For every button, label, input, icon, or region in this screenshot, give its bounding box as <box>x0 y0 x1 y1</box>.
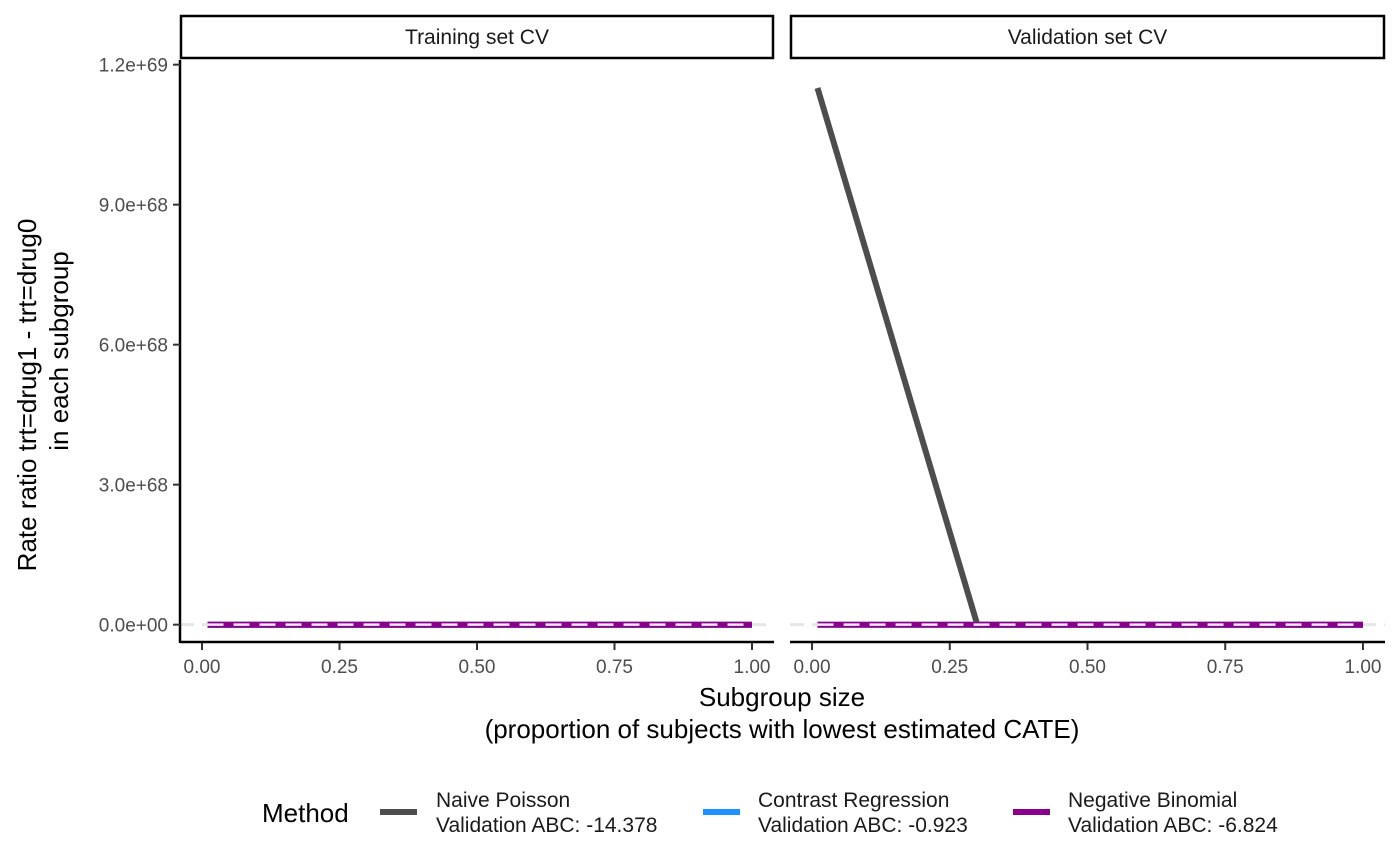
legend-label: Naive Poisson <box>436 789 570 812</box>
x-tick-label: 0.75 <box>596 657 633 678</box>
x-tick-label: 0.50 <box>1069 657 1106 678</box>
series-line-naive-poisson-1 <box>814 87 1363 628</box>
x-axis-title: Subgroup size <box>699 682 865 712</box>
y-tick-label: 0.0e+00 <box>99 616 168 637</box>
x-tick-label: 1.00 <box>1344 657 1381 678</box>
y-tick-label: 3.0e+68 <box>99 476 168 497</box>
legend-title: Method <box>262 798 349 828</box>
legend-sublabel: Validation ABC: -0.923 <box>758 814 968 837</box>
y-tick-label: 1.2e+69 <box>99 56 168 77</box>
legend-label: Negative Binomial <box>1068 789 1237 812</box>
facet-title: Validation set CV <box>1008 26 1168 49</box>
facet-strip-0 <box>179 14 775 60</box>
legend-sublabel: Validation ABC: -14.378 <box>436 814 657 837</box>
legend-sublabel: Validation ABC: -6.824 <box>1068 814 1278 837</box>
x-tick-label: 0.00 <box>184 657 221 678</box>
legend-label: Contrast Regression <box>758 789 949 812</box>
x-tick-label: 0.25 <box>321 657 358 678</box>
y-tick-label: 6.0e+68 <box>99 336 168 357</box>
y-axis-title: Rate ratio trt=drug1 - trt=drug0 <box>12 219 42 572</box>
x-tick-label: 0.25 <box>931 657 968 678</box>
x-tick-label: 0.75 <box>1207 657 1244 678</box>
facet-strip-1 <box>789 14 1386 60</box>
y-tick-label: 9.0e+68 <box>99 196 168 217</box>
x-axis-subtitle: (proportion of subjects with lowest esti… <box>485 714 1080 744</box>
x-tick-label: 0.50 <box>459 657 496 678</box>
x-tick-label: 0.00 <box>794 657 831 678</box>
x-tick-label: 1.00 <box>734 657 771 678</box>
facet-title: Training set CV <box>405 26 549 49</box>
y-axis-subtitle: in each subgroup <box>44 251 74 450</box>
